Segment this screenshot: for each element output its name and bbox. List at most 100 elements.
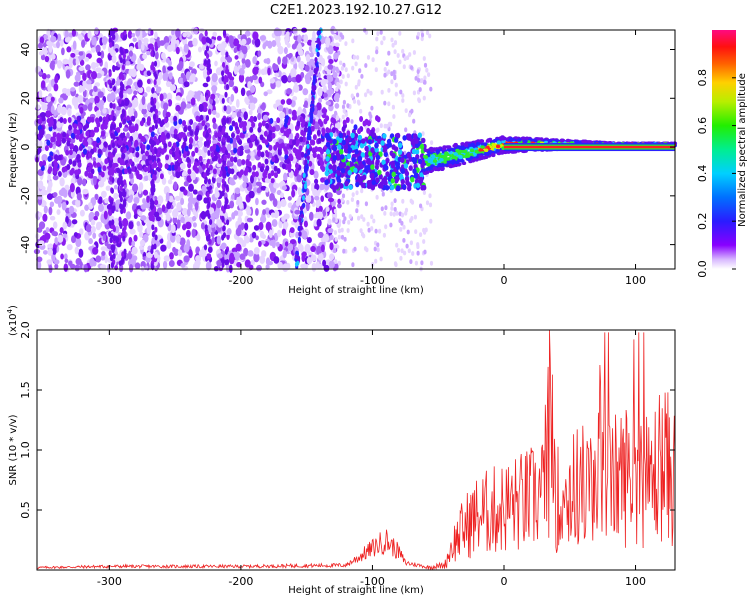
spectrogram-cell (262, 209, 267, 216)
spectrogram-cell (92, 90, 99, 97)
spectrogram-cell (72, 40, 77, 50)
spectrogram-cell (393, 207, 397, 212)
spectrogram-cell (95, 67, 102, 73)
spectrogram-cell (102, 165, 107, 172)
spectrogram-cell (212, 31, 218, 37)
spectrogram-cell (341, 212, 345, 218)
spectrogram-cell (36, 260, 42, 270)
spectrogram-cell (76, 154, 81, 160)
spectrogram-cell (226, 219, 230, 226)
spectrogram-cell (305, 76, 311, 85)
spectrogram-cell (224, 248, 228, 255)
spectrogram-cell (60, 253, 64, 260)
spectrogram-cell (156, 78, 161, 86)
spectrogram-cell (304, 64, 310, 72)
spectrogram-cell (258, 222, 264, 231)
spectrogram-cell (205, 115, 209, 121)
spectrogram-cell (359, 163, 364, 170)
spectrogram-cell (217, 253, 223, 259)
spectrogram-cell (141, 136, 146, 143)
spectrogram-cell (337, 228, 342, 234)
spectrogram-cell (419, 143, 425, 150)
spectrogram-cell (333, 28, 337, 34)
spectrogram-cell (126, 115, 131, 122)
spectrogram-cell (162, 72, 168, 82)
spectrogram-cell (286, 98, 292, 105)
spectrogram-cell (402, 224, 406, 230)
spectrogram-cell (265, 257, 271, 266)
spectrogram-cell (181, 224, 187, 231)
spectrogram-cell (159, 93, 164, 102)
spectrogram-cell (290, 57, 295, 62)
spectrogram-cell (279, 111, 286, 119)
spectrogram-cell (383, 100, 387, 106)
spectrogram-cell (87, 102, 93, 112)
spectrogram-cell (222, 225, 226, 232)
spectrogram-cell (342, 99, 346, 105)
spectrogram-cell (316, 129, 321, 136)
spectrogram-cell (206, 191, 210, 198)
spectrogram-cell (308, 211, 314, 221)
spectrogram-cell (337, 50, 341, 56)
spectrogram-cell (419, 203, 423, 209)
spectrogram-cell (53, 165, 58, 172)
spectrogram-cell (384, 224, 388, 230)
spectrogram-cell (392, 114, 396, 119)
spectrogram-cell (48, 180, 53, 189)
spectrogram-cell (210, 231, 215, 238)
spectrogram-cell (153, 113, 157, 120)
spectrogram-cell (318, 88, 323, 97)
spectrogram-cell (241, 57, 246, 64)
spectrogram-cell (49, 201, 55, 208)
spectrogram-cell (223, 203, 227, 210)
spectrogram-cell (325, 156, 330, 162)
spectrogram-cell (291, 189, 296, 198)
spectrogram-cell (288, 108, 292, 115)
spectrogram-cell (208, 108, 212, 115)
spectrogram-cell (429, 86, 433, 92)
spectrogram-cell (145, 150, 149, 157)
spectrogram-cell (420, 36, 424, 42)
spectrogram-cell (346, 103, 350, 108)
spectrogram-cell (192, 207, 197, 216)
spectrogram-cell (330, 184, 336, 190)
spectrogram-cell (192, 37, 198, 47)
spectrogram-cell (189, 76, 193, 82)
spectrogram-cell (228, 79, 234, 88)
spectrogram-cell (50, 35, 57, 43)
spectrogram-cell (224, 68, 229, 75)
spectrogram-cell (121, 203, 125, 210)
spectrogram-cell (46, 259, 53, 265)
spectrogram-cell (339, 79, 343, 85)
spectrogram-cell (298, 242, 303, 251)
spectrogram-cell (281, 74, 288, 84)
spectrogram-cell (287, 202, 293, 209)
spectrogram-cell (165, 154, 170, 161)
spectrogram-cell (101, 251, 106, 256)
spectrogram-cell (208, 253, 212, 260)
spectrogram-cell (214, 60, 218, 67)
spectrogram-cell (231, 112, 237, 118)
spectrogram-cell (233, 65, 238, 75)
spectrogram-cell (139, 239, 146, 247)
spectrogram-cell (375, 36, 379, 42)
spectrogram-cell (179, 162, 186, 170)
spectrogram-cell (418, 87, 422, 92)
spectrogram-cell (191, 228, 196, 238)
spectrogram-cell (45, 226, 50, 233)
spectrogram-cell (334, 237, 338, 242)
spectrogram-cell (108, 250, 112, 257)
spectrogram-cell (139, 63, 145, 71)
spectrogram-cell (395, 242, 399, 248)
spectrogram-cell (176, 201, 182, 212)
spectrogram-cell (141, 108, 147, 115)
spectrogram-cell (244, 59, 251, 68)
spectrogram-cell (248, 142, 253, 149)
spectrogram-cell (188, 183, 194, 192)
spectrogram-cell (275, 141, 280, 148)
spectrogram-cell (151, 224, 155, 231)
spectrogram-cell (204, 125, 208, 131)
spectrogram-cell (250, 259, 256, 266)
spectrogram-cell (208, 38, 212, 45)
spectrogram-cell (183, 189, 188, 196)
